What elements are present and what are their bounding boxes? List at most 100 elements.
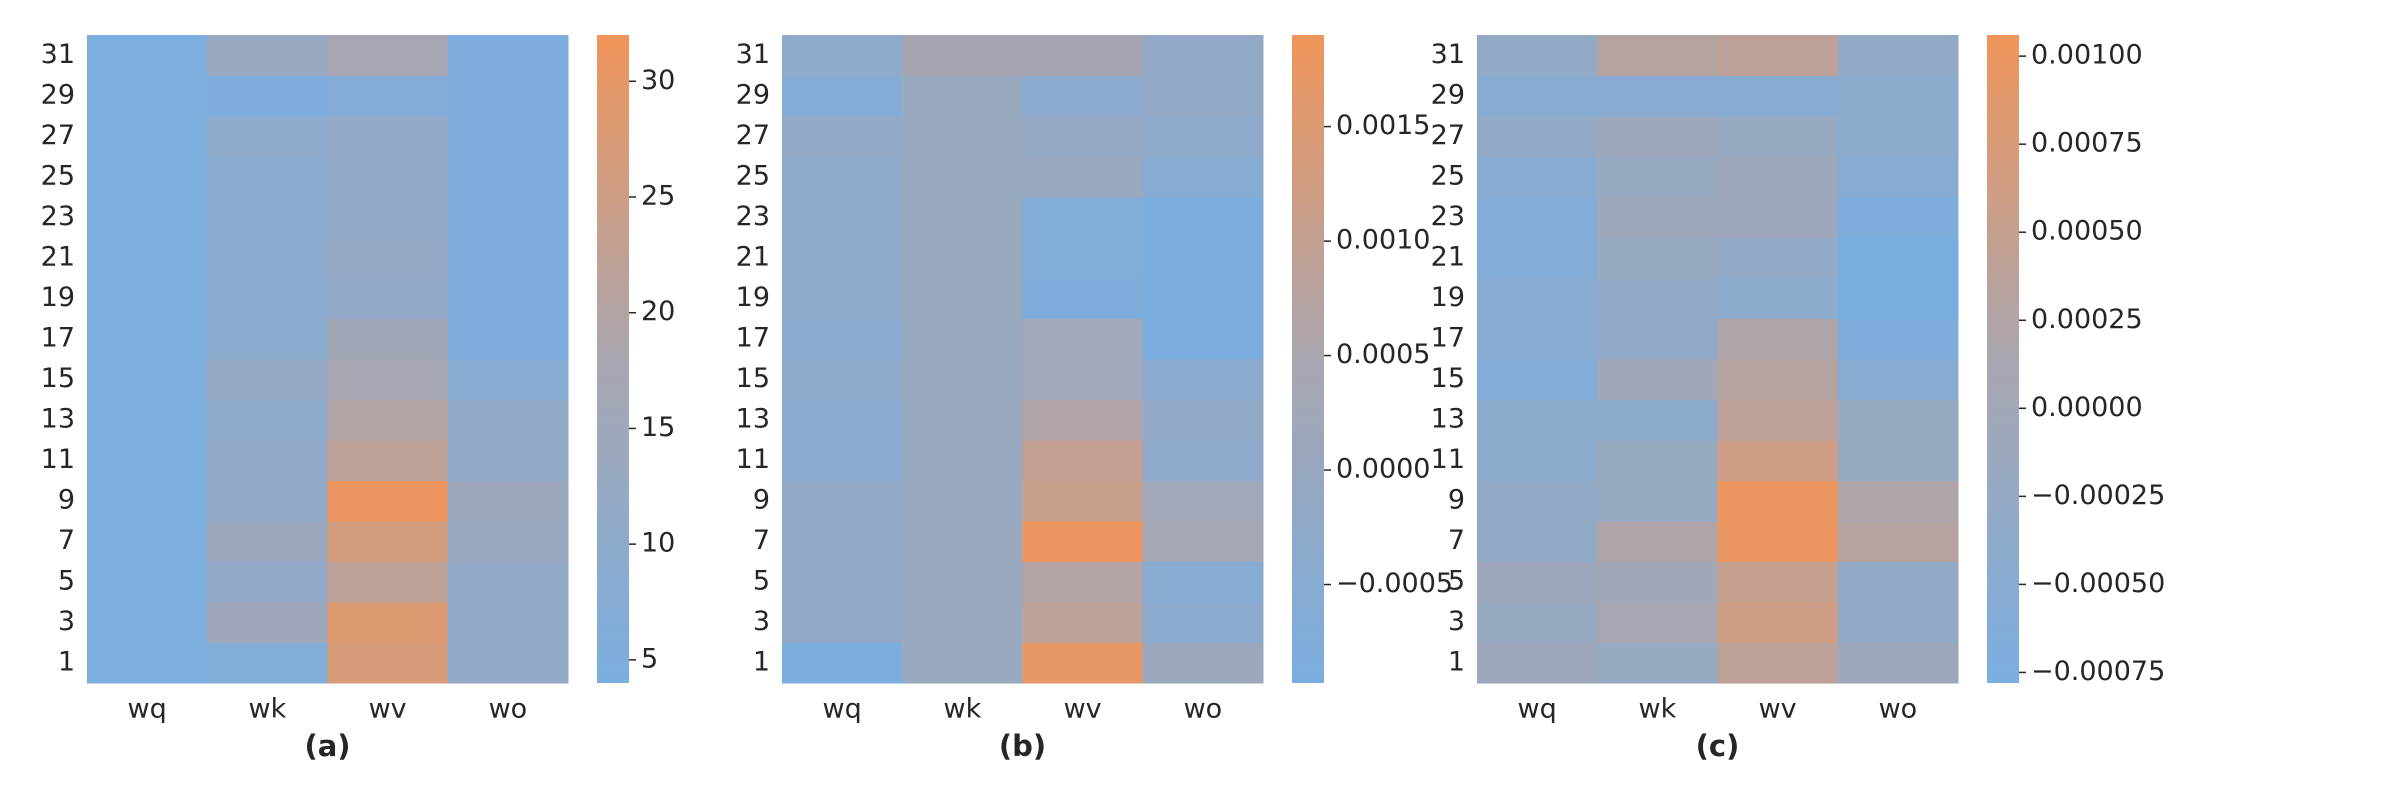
x-tick-label: wk — [944, 694, 982, 725]
colorbar-tick-label: 15 — [641, 412, 675, 443]
heatmap-cell — [1837, 440, 1959, 481]
heatmap-cell — [447, 237, 569, 279]
heatmap-cell — [1022, 642, 1144, 684]
heatmap-cell — [447, 116, 569, 157]
heatmap-cell — [1597, 35, 1718, 76]
heatmap-cell — [902, 642, 1023, 684]
heatmap-cell — [207, 602, 328, 643]
heatmap-cell — [87, 237, 208, 279]
y-tick-label: 17 — [736, 322, 770, 353]
heatmap-cell — [1142, 318, 1264, 360]
heatmap-cell — [902, 399, 1023, 441]
heatmap-cell — [1597, 318, 1718, 360]
heatmap-cell — [1142, 237, 1264, 279]
heatmap-cell — [1477, 318, 1598, 360]
heatmap-cell — [1597, 642, 1718, 684]
heatmap-cell — [1477, 642, 1598, 684]
heatmap-cell — [1022, 359, 1144, 400]
heatmap-cell — [1717, 642, 1839, 684]
y-tick-label: 13 — [736, 403, 770, 434]
heatmap-cell — [1142, 602, 1264, 643]
y-tick-label: 3 — [58, 606, 75, 637]
heatmap-cell — [87, 561, 208, 603]
heatmap-cell — [447, 278, 569, 319]
y-tick-label: 25 — [736, 160, 770, 191]
colorbar-tick-label: 0.00100 — [2031, 40, 2143, 71]
y-tick-label: 23 — [41, 201, 75, 232]
heatmap-cell — [327, 35, 449, 76]
y-tick-label: 27 — [736, 120, 770, 151]
y-tick-label: 5 — [58, 565, 75, 596]
heatmap-cell — [447, 359, 569, 400]
heatmap-cell — [782, 480, 903, 522]
heatmap-cell — [327, 75, 449, 117]
colorbar-tick-label: 0.0005 — [1336, 339, 1430, 370]
heatmap-cell — [327, 278, 449, 319]
heatmap-cell — [87, 75, 208, 117]
y-tick-label: 21 — [1431, 241, 1465, 272]
y-tick-label: 19 — [41, 282, 75, 313]
y-tick-label: 1 — [1448, 646, 1465, 677]
heatmap-cell — [1142, 480, 1264, 522]
heatmap-cell — [87, 156, 208, 198]
heatmap-cell — [327, 116, 449, 157]
heatmap-cell — [1022, 561, 1144, 603]
heatmap-cell — [1597, 75, 1718, 117]
heatmap-cell — [1717, 35, 1839, 76]
heatmap-cell — [1477, 521, 1598, 562]
heatmap-cell — [327, 156, 449, 198]
heatmap-cell — [902, 521, 1023, 562]
heatmap-cell — [1142, 521, 1264, 562]
x-tick-label: wo — [1879, 694, 1918, 725]
heatmap-cell — [902, 561, 1023, 603]
heatmap-cell — [902, 237, 1023, 279]
y-tick-label: 15 — [736, 363, 770, 394]
heatmap-cell — [1837, 399, 1959, 441]
colorbar-tick-label: 0.00050 — [2031, 216, 2143, 247]
colorbar-tick-label: 5 — [641, 643, 658, 674]
heatmap-cell — [1597, 156, 1718, 198]
heatmap-cell — [1477, 116, 1598, 157]
y-tick-label: 3 — [753, 606, 770, 637]
heatmap-cell — [782, 399, 903, 441]
y-tick-label: 17 — [41, 322, 75, 353]
heatmap-cell — [1837, 521, 1959, 562]
heatmap-cell — [87, 35, 208, 76]
heatmap-cell — [1717, 602, 1839, 643]
heatmap-cell — [1022, 75, 1144, 117]
y-tick-label: 15 — [41, 363, 75, 394]
heatmap-cell — [207, 359, 328, 400]
heatmap-cell — [1597, 480, 1718, 522]
heatmap-cell — [1837, 359, 1959, 400]
y-tick-label: 11 — [736, 444, 770, 475]
heatmap-cell — [1837, 480, 1959, 522]
heatmap-cell — [1717, 156, 1839, 198]
heatmap-cell — [1022, 197, 1144, 238]
heatmap-cell — [87, 521, 208, 562]
heatmap-cell — [87, 440, 208, 481]
y-tick-label: 27 — [41, 120, 75, 151]
heatmap-cell — [1477, 399, 1598, 441]
heatmap-cell — [207, 197, 328, 238]
heatmap-cell — [1022, 237, 1144, 279]
y-tick-label: 31 — [41, 39, 75, 70]
heatmap-cell — [1477, 75, 1598, 117]
heatmap-cell — [1597, 602, 1718, 643]
heatmap-cell — [1597, 278, 1718, 319]
heatmap-cell — [327, 480, 449, 522]
heatmap-cell — [447, 318, 569, 360]
heatmap-cell — [447, 602, 569, 643]
heatmap-cell — [1717, 399, 1839, 441]
y-tick-label: 15 — [1431, 363, 1465, 394]
heatmap-cell — [87, 642, 208, 684]
heatmap-cell — [1022, 399, 1144, 441]
heatmap-cell — [87, 116, 208, 157]
heatmap-cell — [1597, 561, 1718, 603]
heatmap-cell — [1717, 75, 1839, 117]
heatmap-cell — [1837, 561, 1959, 603]
heatmap-cell — [1477, 359, 1598, 400]
heatmap-cell — [207, 75, 328, 117]
y-tick-label: 21 — [736, 241, 770, 272]
heatmap-cell — [447, 35, 569, 76]
heatmap-cell — [782, 602, 903, 643]
